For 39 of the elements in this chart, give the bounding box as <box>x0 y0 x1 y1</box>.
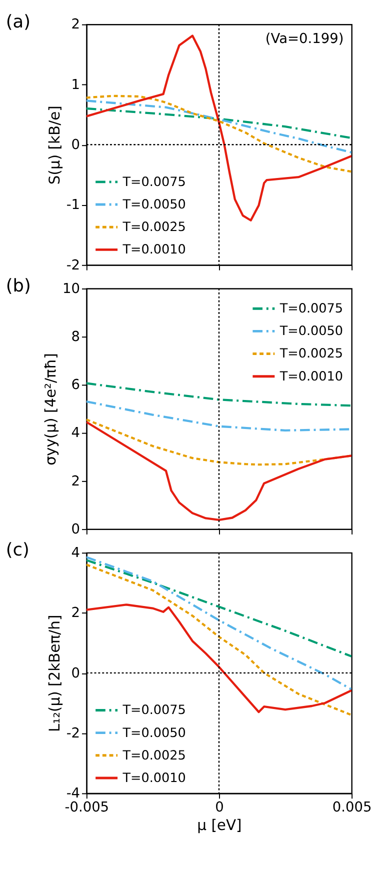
y-axis-title: S(μ) [kB/e] <box>46 106 64 185</box>
y-tick-label: 0 <box>71 137 80 154</box>
legend-label: T=0.0010 <box>122 242 186 258</box>
x-tick-label: 0.005 <box>332 799 372 816</box>
y-tick-label: 6 <box>71 377 80 394</box>
chart-title: (a) <box>6 12 30 32</box>
y-tick-label: -4 <box>66 786 80 802</box>
y-axis-title: σyy(μ) [4e²/πħ] <box>42 353 60 466</box>
legend-label: T=0.0050 <box>122 197 186 212</box>
legend-label: T=0.0050 <box>278 324 343 340</box>
x-tick-label: -0.005 <box>64 799 110 816</box>
chart-title: (b) <box>6 276 31 296</box>
y-tick-label: -1 <box>66 197 80 214</box>
y-tick-label: 4 <box>71 545 80 562</box>
legend-label: T=0.0075 <box>278 302 343 317</box>
legend-label: T=0.0025 <box>278 346 343 362</box>
y-tick-label: 10 <box>62 280 80 297</box>
y-tick-label: -2 <box>66 725 80 742</box>
chart-title: (c) <box>6 540 30 561</box>
legend-label: T=0.0025 <box>122 748 186 764</box>
x-axis-title: μ [eV] <box>197 817 242 834</box>
x-tick-label: 0 <box>215 799 224 816</box>
y-axis-title: L₁₂(μ) [2kBeπ/h] <box>46 614 64 732</box>
legend-label: T=0.0025 <box>122 220 186 236</box>
y-tick-label: 8 <box>71 329 80 346</box>
y-tick-label: 0 <box>71 665 80 682</box>
legend-label: T=0.0075 <box>122 703 186 718</box>
legend-label: T=0.0010 <box>122 770 186 786</box>
y-tick-label: 2 <box>71 473 80 490</box>
y-tick-label: 4 <box>71 425 80 442</box>
y-tick-label: 2 <box>71 605 80 622</box>
legend-label: T=0.0010 <box>278 369 343 384</box>
legend-label: T=0.0050 <box>122 726 186 741</box>
y-tick-label: 1 <box>71 76 80 93</box>
y-tick-label: 2 <box>71 16 80 33</box>
annotation: (Va=0.199) <box>265 30 344 47</box>
y-tick-label: -2 <box>66 257 80 274</box>
y-tick-label: 0 <box>71 521 80 538</box>
legend-label: T=0.0075 <box>122 174 186 190</box>
